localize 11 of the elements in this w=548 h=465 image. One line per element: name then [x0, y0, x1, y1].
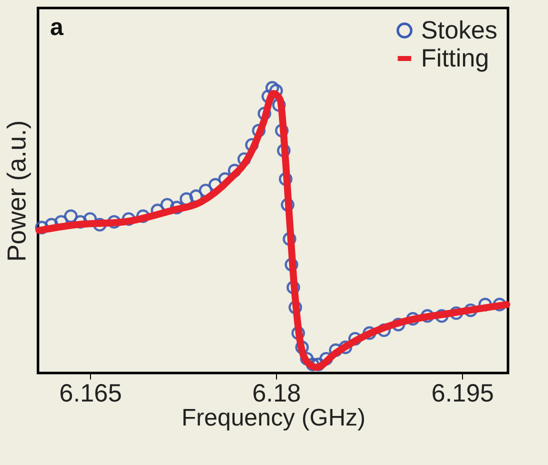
- legend-label: Fitting: [421, 44, 490, 72]
- point: [64, 209, 78, 223]
- text: a: [50, 14, 64, 41]
- point: [265, 81, 280, 95]
- y-axis-title: Power (a.u.): [2, 120, 32, 262]
- x-tick-label: 6.18: [252, 380, 301, 408]
- point: [180, 192, 194, 206]
- x-tick-label: 6.165: [59, 380, 122, 408]
- x-tick-label: 6.195: [431, 380, 494, 408]
- x-axis-title: Frequency (GHz): [181, 404, 366, 432]
- legend-label: Stokes: [421, 16, 498, 44]
